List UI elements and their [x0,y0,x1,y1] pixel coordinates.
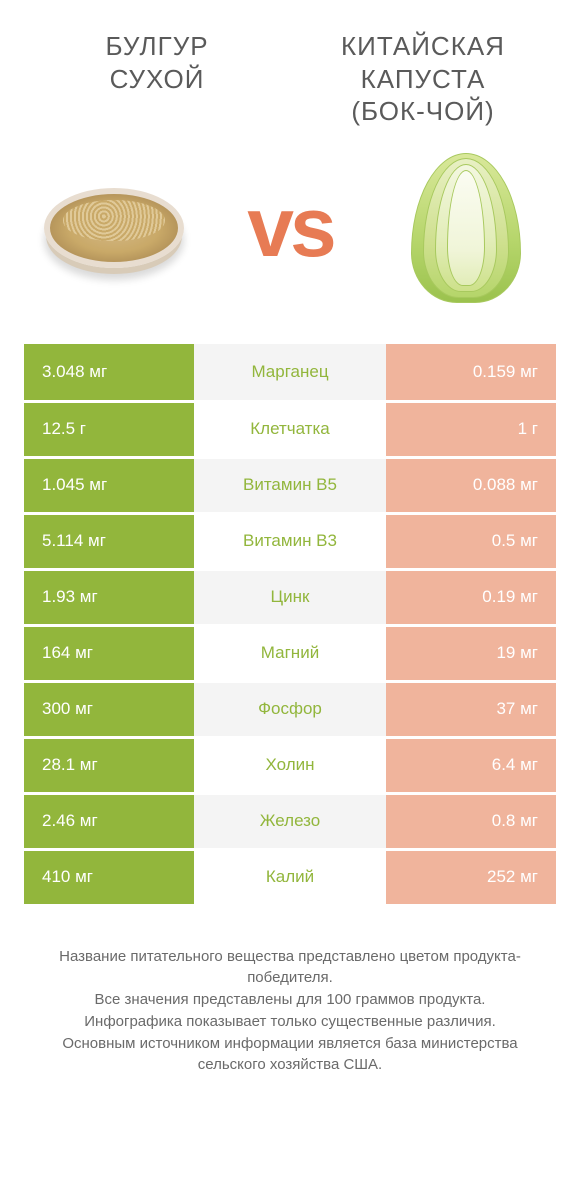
left-value: 3.048 мг [24,344,194,400]
right-value: 0.159 мг [386,344,556,400]
table-row: 3.048 мгМарганец0.159 мг [24,344,556,400]
header: БУЛГУР СУХОЙ КИТАЙСКАЯ КАПУСТА (БОК-ЧОЙ) [24,30,556,128]
footer-l1: Название питательного вещества представл… [30,946,550,990]
nutrient-label: Витамин B5 [194,459,386,512]
footer-l2: Все значения представлены для 100 граммо… [30,989,550,1011]
right-title-l1: КИТАЙСКАЯ [341,31,505,61]
table-row: 12.5 гКлетчатка1 г [24,400,556,456]
nutrient-label: Холин [194,739,386,792]
left-value: 1.93 мг [24,571,194,624]
table-row: 300 мгФосфор37 мг [24,680,556,736]
left-value: 410 мг [24,851,194,904]
left-value: 2.46 мг [24,795,194,848]
left-value: 1.045 мг [24,459,194,512]
footer-l3: Инфографика показывает только существенн… [30,1011,550,1033]
left-value: 300 мг [24,683,194,736]
left-title: БУЛГУР СУХОЙ [24,30,290,95]
nutrient-label: Магний [194,627,386,680]
table-row: 164 мгМагний19 мг [24,624,556,680]
left-value: 28.1 мг [24,739,194,792]
nutrient-label: Фосфор [194,683,386,736]
nutrient-label: Железо [194,795,386,848]
table-row: 1.045 мгВитамин B50.088 мг [24,456,556,512]
nutrient-label: Марганец [194,344,386,400]
table-row: 410 мгКалий252 мг [24,848,556,904]
left-title-l1: БУЛГУР [105,31,208,61]
nutrient-label: Клетчатка [194,403,386,456]
right-value: 6.4 мг [386,739,556,792]
right-title-l2: КАПУСТА [361,64,486,94]
footer-notes: Название питательного вещества представл… [24,946,556,1077]
nutrient-label: Витамин B3 [194,515,386,568]
right-food-image [386,148,546,308]
right-value: 0.8 мг [386,795,556,848]
vs-label: vs [247,179,332,276]
bulgur-bowl-icon [44,188,184,268]
right-title: КИТАЙСКАЯ КАПУСТА (БОК-ЧОЙ) [290,30,556,128]
right-value: 1 г [386,403,556,456]
table-row: 5.114 мгВитамин B30.5 мг [24,512,556,568]
table-row: 1.93 мгЦинк0.19 мг [24,568,556,624]
table-row: 28.1 мгХолин6.4 мг [24,736,556,792]
comparison-table: 3.048 мгМарганец0.159 мг12.5 гКлетчатка1… [24,344,556,904]
right-value: 0.19 мг [386,571,556,624]
right-value: 252 мг [386,851,556,904]
nutrient-label: Калий [194,851,386,904]
footer-l4: Основным источником информации является … [30,1033,550,1077]
left-value: 5.114 мг [24,515,194,568]
nutrient-label: Цинк [194,571,386,624]
right-value: 37 мг [386,683,556,736]
left-value: 164 мг [24,627,194,680]
left-food-image [34,148,194,308]
right-title-l3: (БОК-ЧОЙ) [351,96,494,126]
left-value: 12.5 г [24,403,194,456]
left-title-l2: СУХОЙ [110,64,205,94]
images-row: vs [24,148,556,308]
right-value: 19 мг [386,627,556,680]
table-row: 2.46 мгЖелезо0.8 мг [24,792,556,848]
right-value: 0.5 мг [386,515,556,568]
right-value: 0.088 мг [386,459,556,512]
bok-choy-icon [406,148,526,308]
